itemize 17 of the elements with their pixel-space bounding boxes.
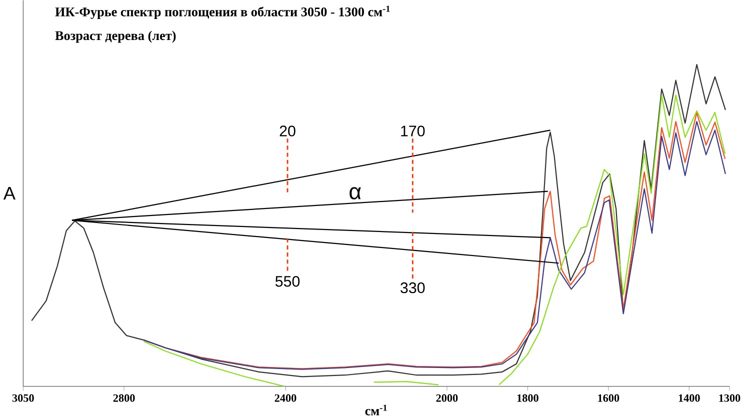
annotation: 20 — [280, 126, 296, 136]
annotation: 330 — [400, 282, 425, 294]
annotation: 170 — [401, 126, 425, 136]
x-tick-label: 1800 — [517, 394, 538, 402]
chart-subtitle: Возраст дерева (лет) — [55, 30, 176, 43]
annotation: α — [350, 187, 361, 200]
x-tick-label: 1300 — [719, 394, 740, 402]
x-tick-label: 2400 — [274, 394, 296, 402]
x-tick-label: 2800 — [113, 394, 135, 402]
x-axis-title: см$^{-1}$ — [365, 404, 387, 416]
x-tick-label: 1400 — [678, 394, 700, 402]
x-tick-label: 3050 — [12, 394, 34, 402]
chart-title: ИК-Фурье спектр поглощения в области 3050 - 1300 см$^{-1}$ — [55, 6, 390, 20]
x-tick-label: 1600 — [598, 394, 620, 402]
x-tick-label: 2000 — [436, 394, 458, 402]
y-axis-title: A — [3, 187, 16, 200]
annotation: 550 — [275, 276, 300, 287]
